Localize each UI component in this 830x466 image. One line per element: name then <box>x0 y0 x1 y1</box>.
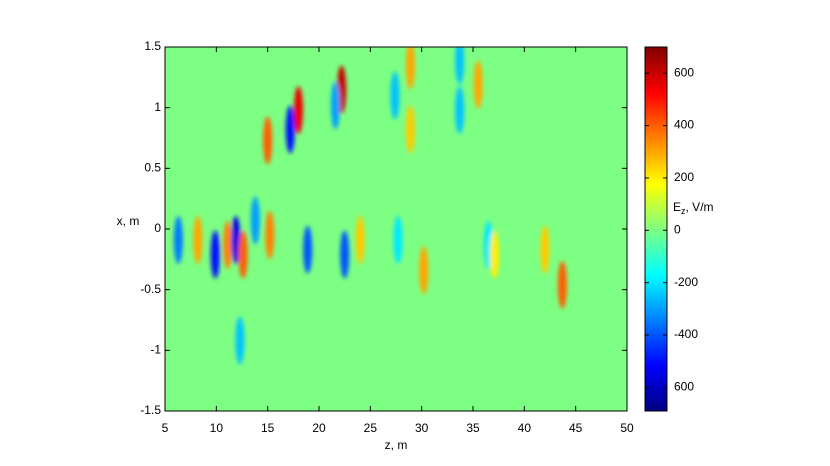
x-tick-label: 10 <box>210 421 224 435</box>
field-spot <box>405 47 415 90</box>
field-spot <box>265 211 275 260</box>
field-spot <box>223 220 233 269</box>
y-tick-label: -1.5 <box>140 403 161 417</box>
y-axis-label: x, m <box>117 214 140 228</box>
x-tick-label: 15 <box>261 421 275 435</box>
field-spot <box>330 81 340 130</box>
y-tick-label: 0 <box>154 221 161 235</box>
field-spot <box>557 260 567 309</box>
field-spot <box>455 47 465 85</box>
colorbar-tick-label: 400 <box>674 118 694 132</box>
field-spot <box>250 196 260 245</box>
colorbar-tick-label: 600 <box>674 380 694 394</box>
field-spot <box>455 86 465 135</box>
colorbar-tick-label: 0 <box>674 222 681 236</box>
field-spot <box>540 225 550 274</box>
field-spot <box>173 215 183 264</box>
field-spot <box>355 215 365 264</box>
field-spot <box>390 71 400 120</box>
x-tick-label: 25 <box>364 421 378 435</box>
field-spot <box>473 60 483 109</box>
x-tick-label: 35 <box>466 421 480 435</box>
colorbar-tick-label: -400 <box>674 327 698 341</box>
field-spot <box>235 316 245 365</box>
field-spot <box>285 105 295 154</box>
colorbar-tick-label: 600 <box>674 65 694 79</box>
field-spot <box>210 230 220 279</box>
y-tick-label: 1 <box>154 100 161 114</box>
y-tick-label: -1 <box>150 343 161 357</box>
colorbar-label-unit: , V/m <box>686 200 714 214</box>
y-tick-label: 0.5 <box>144 161 161 175</box>
x-tick-label: 5 <box>162 421 169 435</box>
x-tick-label: 20 <box>312 421 326 435</box>
y-tick-label: 1.5 <box>144 39 161 53</box>
field-spot <box>419 246 429 295</box>
x-tick-label: 45 <box>569 421 583 435</box>
field-spots <box>173 47 567 365</box>
colorbar-label-sub: z <box>681 206 686 216</box>
field-spot <box>263 116 273 165</box>
x-tick-label: 50 <box>620 421 634 435</box>
field-spot <box>393 215 403 264</box>
x-tick-label: 40 <box>518 421 532 435</box>
field-spot <box>405 105 415 154</box>
x-tick-label: 30 <box>415 421 429 435</box>
colorbar-label: Ez, V/m <box>673 200 714 216</box>
field-spot <box>490 230 500 279</box>
x-axis-label: z, m <box>385 438 408 452</box>
colorbar-tick-label: -200 <box>674 275 698 289</box>
field-spot <box>340 230 350 279</box>
colorbar-tick-label: 200 <box>674 170 694 184</box>
field-spot <box>238 230 248 279</box>
field-spot <box>293 86 303 135</box>
colorbar-label-main: E <box>673 200 681 214</box>
field-spot <box>303 225 313 274</box>
field-spot <box>193 215 203 264</box>
field-spot <box>231 215 241 264</box>
y-tick-label: -0.5 <box>140 282 161 296</box>
colorbar <box>644 46 668 412</box>
